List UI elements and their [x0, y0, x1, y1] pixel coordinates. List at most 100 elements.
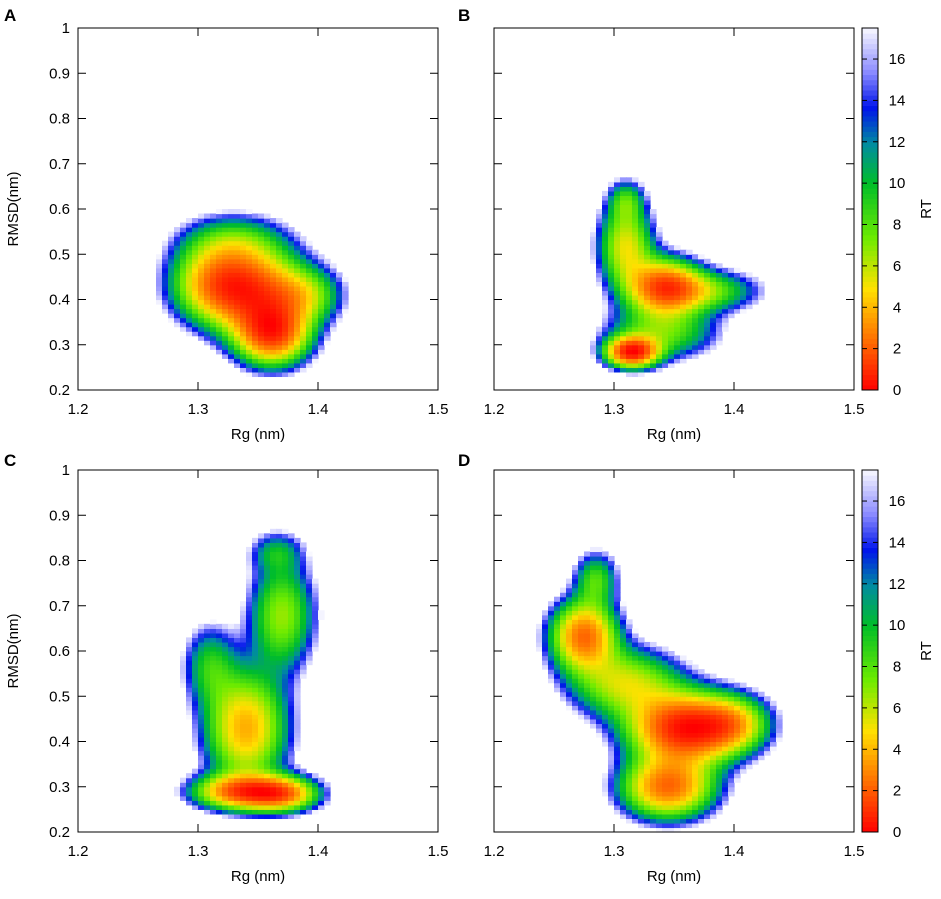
- heatmap-cell: [270, 574, 277, 580]
- heatmap-cell: [614, 596, 621, 602]
- heatmap-cell: [734, 746, 741, 752]
- heatmap-cell: [198, 705, 205, 711]
- heatmap-cell: [210, 290, 217, 296]
- heatmap-cell: [246, 587, 253, 593]
- heatmap-cell: [644, 344, 651, 350]
- heatmap-cell: [668, 687, 675, 693]
- heatmap-cell: [680, 326, 687, 332]
- heatmap-cell: [692, 714, 699, 720]
- heatmap-cell: [270, 646, 277, 652]
- heatmap-cell: [198, 646, 205, 652]
- heatmap-cell: [312, 326, 319, 332]
- heatmap-cell: [674, 696, 681, 702]
- heatmap-cell: [312, 592, 319, 598]
- heatmap-cell: [318, 344, 325, 350]
- heatmap-cell: [300, 791, 307, 797]
- heatmap-cell: [258, 651, 265, 657]
- x-tick-label: 1.2: [484, 843, 505, 860]
- heatmap-cell: [306, 574, 313, 580]
- colorbar-swatch: [862, 811, 878, 817]
- heatmap-cell: [240, 326, 247, 332]
- heatmap-cell: [614, 673, 621, 679]
- heatmap-cell: [258, 533, 265, 539]
- colorbar-swatch: [862, 682, 878, 688]
- heatmap-cell: [602, 209, 609, 215]
- heatmap-cell: [584, 673, 591, 679]
- heatmap-cell: [668, 714, 675, 720]
- heatmap-cell: [674, 727, 681, 734]
- heatmap-cell: [776, 714, 783, 720]
- heatmap-cell: [638, 786, 645, 792]
- heatmap-cell: [312, 290, 319, 296]
- heatmap-cell: [210, 331, 217, 337]
- heatmap-cell: [240, 362, 247, 368]
- heatmap-cell: [264, 669, 271, 675]
- heatmap-cell: [710, 714, 717, 720]
- heatmap-cell: [680, 696, 687, 702]
- heatmap-cell: [276, 682, 283, 688]
- heatmap-cell: [246, 750, 253, 756]
- heatmap-cell: [264, 637, 271, 643]
- heatmap-cell: [216, 786, 223, 792]
- heatmap-cell: [632, 750, 639, 756]
- heatmap-cell: [252, 691, 259, 697]
- heatmap-cell: [554, 660, 561, 666]
- heatmap-cell: [614, 249, 621, 255]
- heatmap-cell: [192, 800, 199, 806]
- heatmap-cell: [210, 231, 217, 237]
- heatmap-cell: [186, 294, 193, 301]
- heatmap-cell: [716, 335, 723, 341]
- heatmap-cell: [590, 240, 597, 246]
- heatmap-cell: [264, 574, 271, 580]
- heatmap-cell: [590, 236, 597, 242]
- heatmap-cell: [734, 741, 741, 747]
- heatmap-cell: [620, 601, 627, 607]
- heatmap-cell: [282, 741, 289, 747]
- heatmap-cell: [288, 746, 295, 752]
- heatmap-cell: [246, 326, 253, 332]
- heatmap-cell: [252, 705, 259, 711]
- heatmap-cell: [716, 732, 723, 738]
- heatmap-cell: [258, 800, 265, 806]
- heatmap-cell: [252, 687, 259, 693]
- heatmap-cell: [258, 335, 265, 341]
- heatmap-cell: [234, 746, 241, 752]
- heatmap-cell: [276, 313, 283, 319]
- heatmap-cell: [560, 660, 567, 666]
- heatmap-cell: [602, 714, 609, 720]
- heatmap-cell: [656, 795, 663, 801]
- heatmap-cell: [294, 669, 301, 675]
- heatmap-cell: [156, 267, 163, 273]
- heatmap-cell: [662, 764, 669, 770]
- heatmap-cell: [614, 344, 621, 350]
- heatmap-cell: [264, 727, 271, 734]
- heatmap-cell: [276, 587, 283, 593]
- heatmap-cell: [228, 240, 235, 246]
- heatmap-cell: [740, 755, 747, 761]
- heatmap-cell: [216, 682, 223, 688]
- heatmap-cell: [276, 660, 283, 666]
- heatmap-cell: [276, 555, 283, 562]
- heatmap-cell: [686, 249, 693, 255]
- heatmap-cell: [324, 782, 331, 788]
- heatmap-cell: [710, 673, 717, 679]
- heatmap-cell: [228, 718, 235, 724]
- heatmap-cell: [252, 565, 259, 571]
- heatmap-cell: [770, 732, 777, 738]
- heatmap-cell: [192, 281, 199, 287]
- heatmap-cell: [596, 705, 603, 711]
- y-axis-label: RMSD(nm): [5, 172, 22, 247]
- heatmap-cell: [198, 285, 205, 292]
- heatmap-cell: [222, 800, 229, 806]
- heatmap-cell: [638, 276, 645, 282]
- heatmap-cell: [306, 583, 313, 589]
- heatmap-cell: [180, 317, 187, 323]
- heatmap-cell: [638, 750, 645, 756]
- heatmap-cell: [180, 236, 187, 242]
- heatmap-cell: [560, 596, 567, 602]
- heatmap-cell: [596, 678, 603, 684]
- heatmap-cell: [632, 285, 639, 292]
- heatmap-cell: [596, 596, 603, 602]
- heatmap-cell: [662, 276, 669, 282]
- heatmap-cell: [668, 678, 675, 684]
